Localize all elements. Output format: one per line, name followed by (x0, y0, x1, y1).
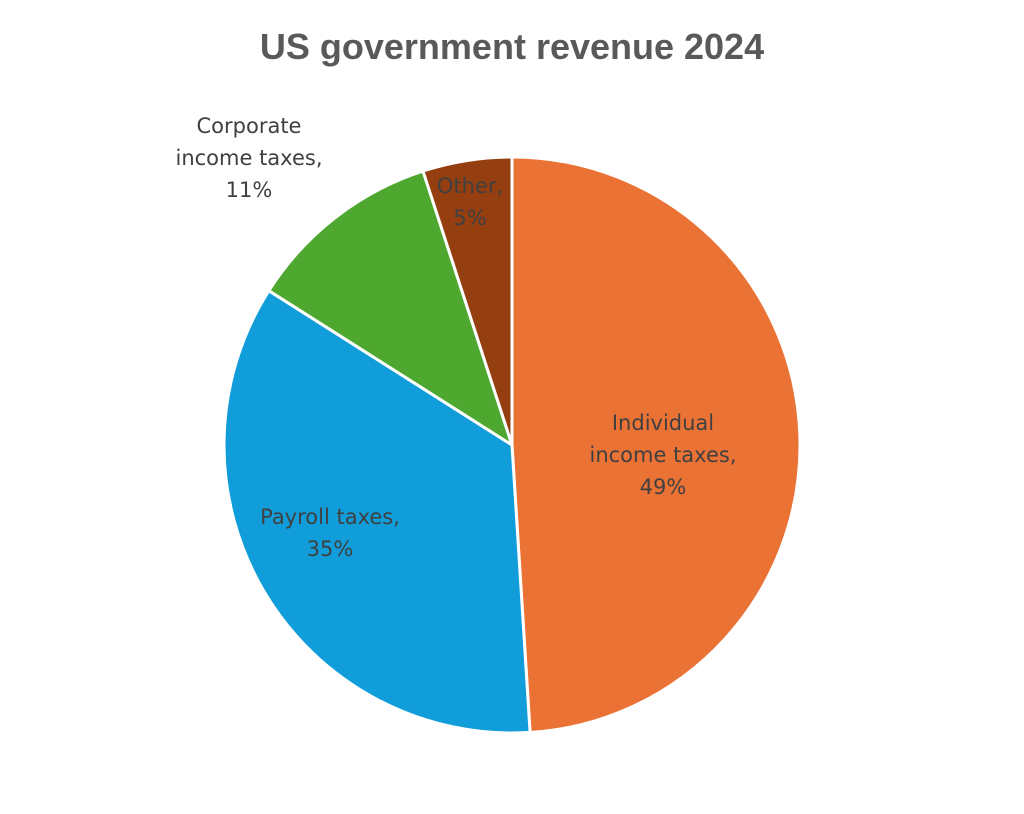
pie-slice-individual-income-taxes (510, 155, 802, 734)
pie-slice-payroll-taxes (222, 289, 532, 735)
pie-slice-other (421, 155, 514, 447)
data-label-payroll-taxes: Payroll taxes, 35% (260, 505, 400, 561)
data-label-individual-income-taxes: Individual income taxes, 49% (589, 411, 736, 499)
chart-title: US government revenue 2024 (259, 26, 765, 67)
pie-slice-corporate-income-taxes (267, 169, 514, 447)
data-label-other: Other, 5% (437, 174, 503, 230)
data-label-corporate-income-taxes: Corporate income taxes, 11% (175, 114, 322, 202)
